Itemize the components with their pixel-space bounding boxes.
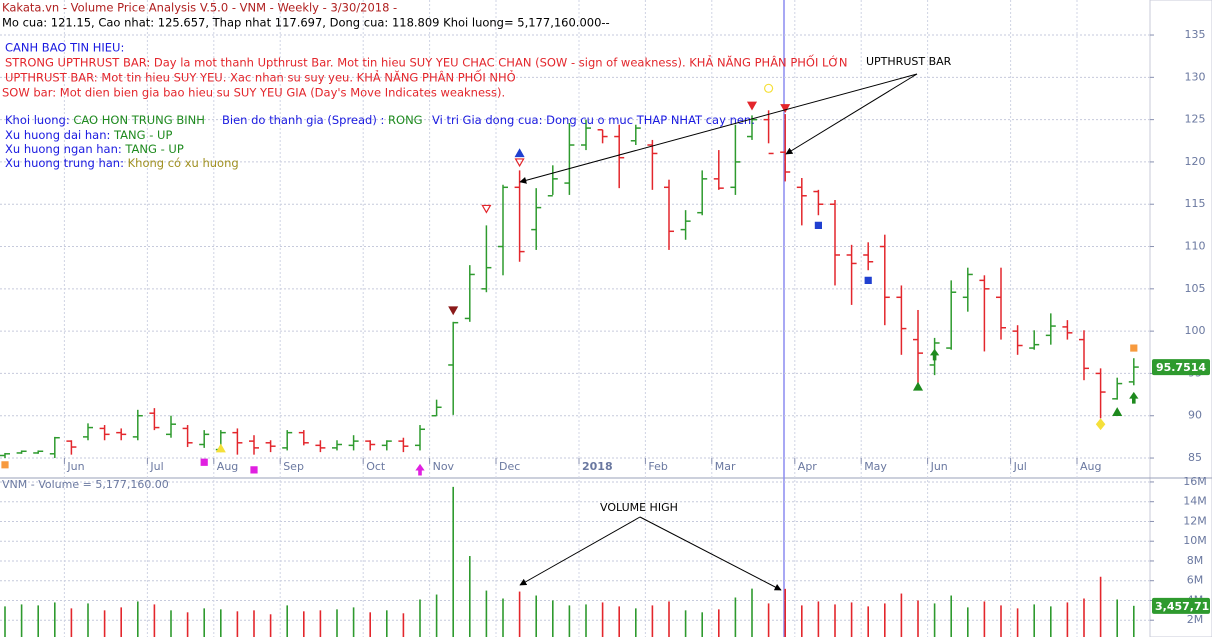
signal-marker xyxy=(200,458,208,466)
signal-marker xyxy=(764,83,774,93)
signal-marker xyxy=(1129,391,1139,404)
signal-marker xyxy=(912,381,924,391)
x-tick-label: Apr xyxy=(798,460,818,473)
arrow xyxy=(519,516,641,586)
status-label: Vi tri Gia dong cua: xyxy=(432,113,542,127)
x-tick-label: Jun xyxy=(930,460,948,473)
signal-text: SOW bar: Mot dien bien gia bao hieu su S… xyxy=(2,86,505,100)
status-value: RONG xyxy=(388,113,423,127)
annotation-arrows xyxy=(519,73,918,591)
signal-marker xyxy=(864,276,872,284)
signal-marker xyxy=(1112,407,1123,416)
x-tick-label: Oct xyxy=(366,460,386,473)
x-tick-label: Jun xyxy=(66,460,84,473)
y-tick-label: 10M xyxy=(1183,534,1207,547)
y-tick-label: 6M xyxy=(1187,574,1204,587)
axis-background xyxy=(1149,0,1212,637)
signal-heading: CANH BAO TIN HIEU: xyxy=(5,41,124,55)
y-tick-label: 120 xyxy=(1185,155,1206,168)
signal-marker xyxy=(481,204,492,214)
status-line: Bien do thanh gia (Spread) : RONG xyxy=(222,113,423,127)
last-volume-label: 3,457,71 xyxy=(1155,600,1209,613)
x-tick-label: May xyxy=(864,460,887,473)
last-price-box xyxy=(1152,359,1210,376)
y-tick-label: 115 xyxy=(1185,197,1206,210)
status-value: Dong cu o muc THAP NHAT cay nen. xyxy=(546,113,755,127)
trend-label: Xu huong dai han: xyxy=(5,128,110,142)
status-line: Khoi luong: CAO HON TRUNG BINH xyxy=(5,113,205,127)
y-tick-label: 2M xyxy=(1187,613,1204,626)
signal-marker xyxy=(448,306,459,316)
bar-summary: Mo cua: 121.15, Cao nhat: 125.657, Thap … xyxy=(2,16,610,30)
x-tick-label: Jul xyxy=(1013,460,1027,473)
annotation: VOLUME HIGH xyxy=(600,501,678,514)
trend-line: Xu huong trung han: Khong có xu huong xyxy=(5,156,239,170)
signal-marker xyxy=(1130,344,1138,352)
arrow xyxy=(639,516,782,591)
signal-marker xyxy=(929,348,940,361)
signal-marker xyxy=(746,101,758,111)
y-tick-label: 14M xyxy=(1183,495,1207,508)
signal-marker xyxy=(250,466,258,474)
y-tick-label: 16M xyxy=(1183,475,1207,488)
y-tick-label: 8M xyxy=(1187,554,1204,567)
annotation: UPTHRUST BAR xyxy=(866,55,952,68)
signal-marker xyxy=(780,104,791,113)
status-line: Vi tri Gia dong cua: Dong cu o muc THAP … xyxy=(432,113,755,127)
x-tick-label: Aug xyxy=(217,460,238,473)
y-tick-label: 125 xyxy=(1185,113,1206,126)
signal-marker xyxy=(514,148,525,158)
trend-line: Xu huong ngan han: TANG - UP xyxy=(5,142,184,156)
x-tick-label: Sep xyxy=(283,460,304,473)
x-tick-label: 2018 xyxy=(582,460,613,473)
trend-value: Khong có xu huong xyxy=(128,156,239,170)
y-tick-label: 90 xyxy=(1188,409,1202,422)
arrow xyxy=(519,73,918,184)
marks: 95.7514 3,457,71 xyxy=(0,83,1210,637)
x-tick-label: Mar xyxy=(715,460,736,473)
status-value: CAO HON TRUNG BINH xyxy=(73,113,205,127)
trend-label: Xu huong ngan han: xyxy=(5,142,122,156)
signal-marker xyxy=(514,158,525,168)
signal-marker xyxy=(814,221,822,229)
signal-text: UPTHRUST BAR: Mot tin hieu SUY YEU. Xac … xyxy=(5,69,516,85)
plot-background xyxy=(0,0,1150,637)
x-tick-label: Aug xyxy=(1080,460,1101,473)
y-tick-label: 105 xyxy=(1185,282,1206,295)
y-tick-label: 12M xyxy=(1183,514,1207,527)
x-tick-label: Nov xyxy=(433,460,455,473)
last-volume-box xyxy=(1152,597,1210,614)
y-tick-label: 85 xyxy=(1188,451,1202,464)
chart-title: Kakata.vn - Volume Price Analysis V.5.0 … xyxy=(2,1,397,15)
signal-marker xyxy=(215,443,226,453)
signal-marker xyxy=(415,463,425,476)
status-label: Bien do thanh gia (Spread) : xyxy=(222,113,384,127)
last-price-label: 95.7514 xyxy=(1156,361,1206,374)
y-tick-label: 130 xyxy=(1185,70,1206,83)
x-tick-label: Feb xyxy=(648,460,667,473)
y-tick-label: 110 xyxy=(1185,240,1206,253)
signal-marker xyxy=(1,461,9,469)
arrow xyxy=(785,73,918,155)
trend-label: Xu huong trung han: xyxy=(5,156,124,170)
info-texts: Kakata.vn - Volume Price Analysis V.5.0 … xyxy=(2,1,952,515)
status-label: Khoi luong: xyxy=(5,113,70,127)
x-tick-label: Dec xyxy=(499,460,520,473)
trend-value: TANG - UP xyxy=(124,142,183,156)
volume-title: VNM - Volume = 5,177,160.00 xyxy=(2,478,169,491)
trend-value: TANG - UP xyxy=(113,128,172,142)
y-tick-label: 135 xyxy=(1185,28,1206,41)
signal-marker xyxy=(1095,418,1106,431)
trend-line: Xu huong dai han: TANG - UP xyxy=(5,128,172,142)
x-tick-label: Jul xyxy=(149,460,163,473)
signal-text: STRONG UPTHRUST BAR: Day la mot thanh Up… xyxy=(5,54,848,70)
y-tick-label: 100 xyxy=(1185,324,1206,337)
